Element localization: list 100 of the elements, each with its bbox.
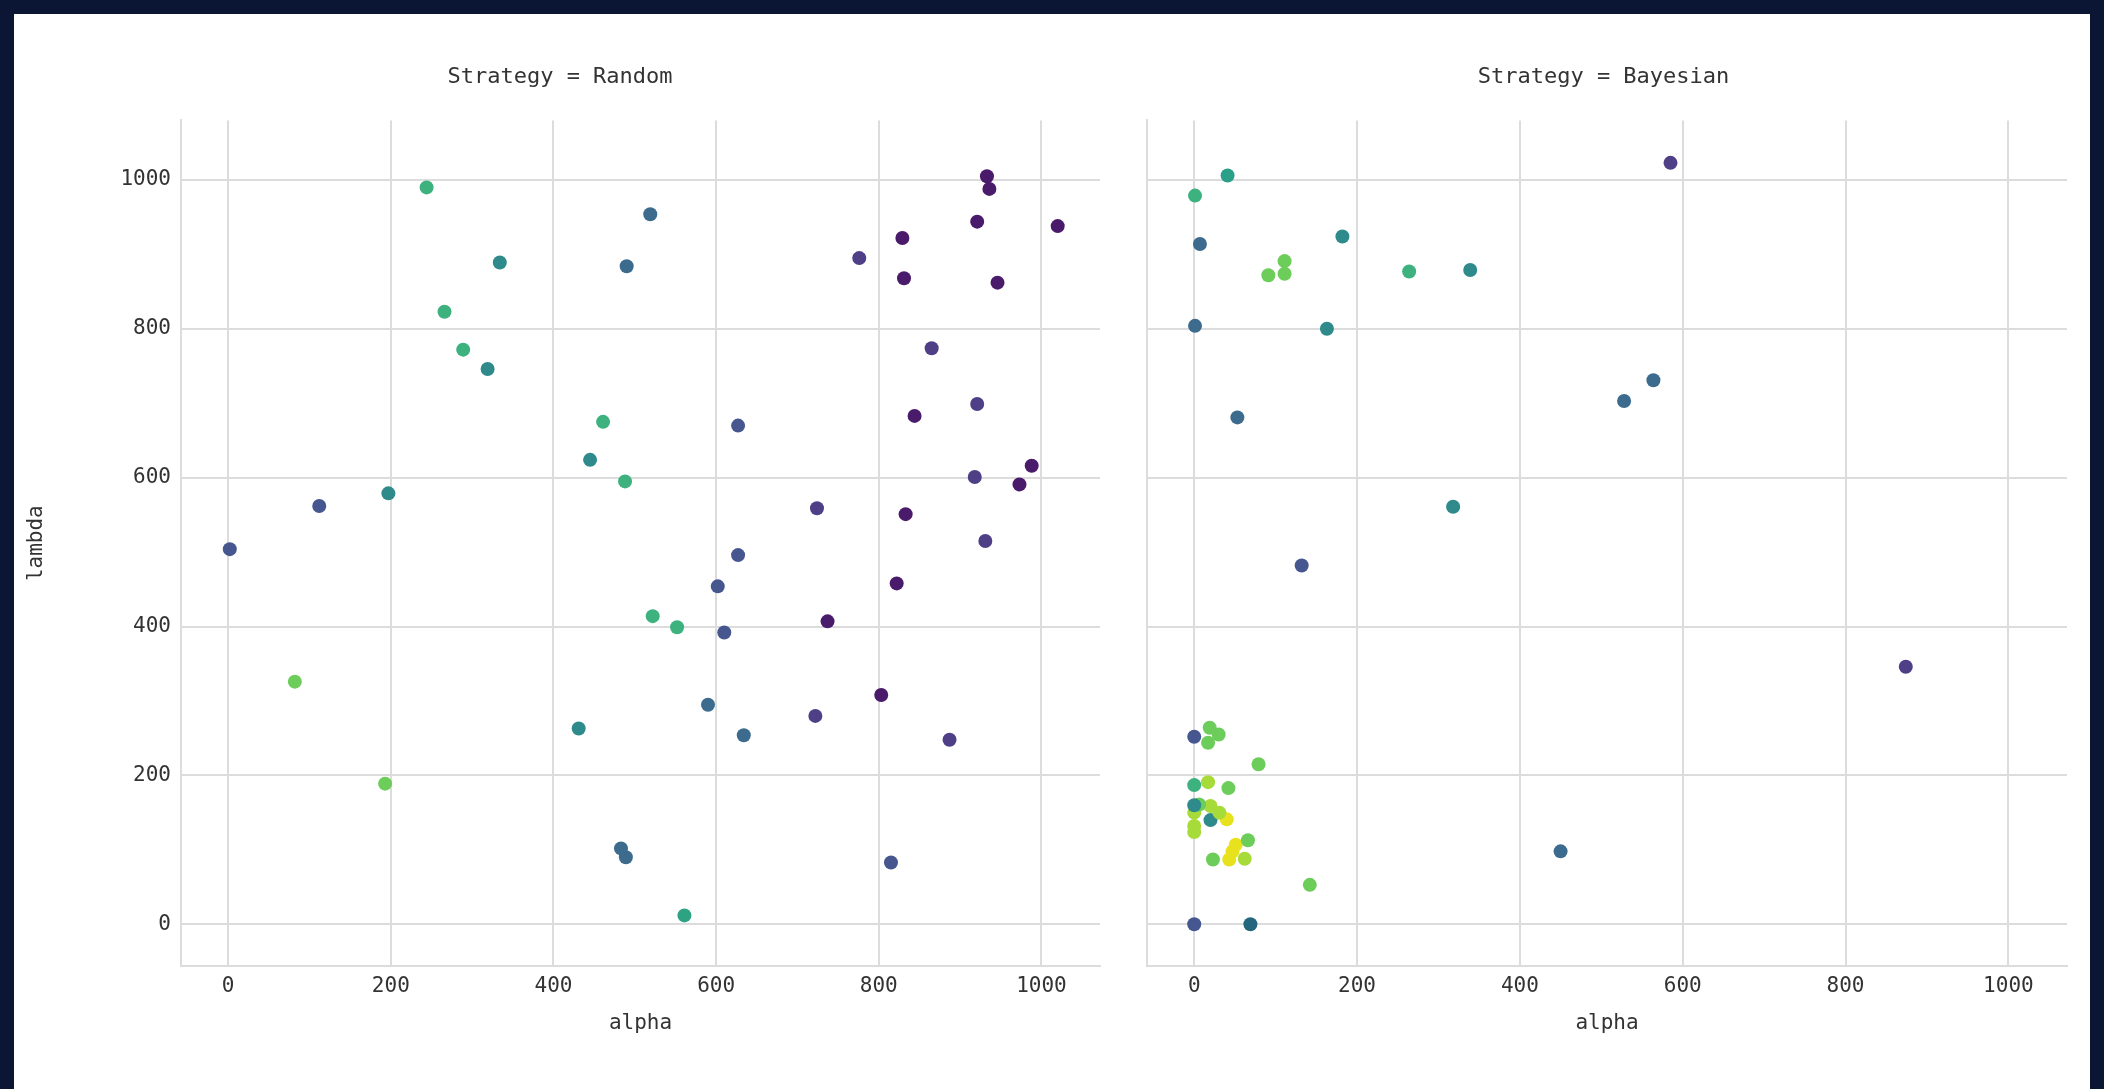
point	[1187, 778, 1202, 793]
point	[1898, 659, 1913, 674]
point	[1302, 877, 1317, 892]
x-tick-label: 600	[1663, 973, 1702, 998]
point	[1024, 458, 1039, 473]
y-tick-label: 0	[158, 910, 171, 935]
point	[583, 452, 598, 467]
point	[942, 732, 957, 747]
point	[1261, 268, 1276, 283]
y-tick-label: 400	[133, 613, 171, 638]
point	[670, 620, 685, 635]
point	[419, 180, 434, 195]
y-axis-title: lambda	[23, 505, 48, 582]
point	[643, 207, 658, 222]
x-tick-label: 1000	[1016, 973, 1067, 998]
point	[480, 362, 495, 377]
point	[1335, 229, 1350, 244]
point	[1188, 318, 1203, 333]
point	[492, 255, 507, 270]
point	[883, 855, 898, 870]
x-tick-label: 0	[1187, 973, 1201, 998]
chart-title: Strategy = Bayesian	[1477, 62, 1730, 88]
point	[970, 397, 985, 411]
point	[1201, 775, 1216, 790]
point	[978, 533, 993, 548]
point	[924, 341, 939, 356]
point	[731, 418, 746, 433]
point	[1230, 410, 1245, 425]
point	[1240, 833, 1255, 848]
x-tick-label: 800	[859, 973, 898, 998]
point	[1277, 254, 1292, 269]
y-tick-label: 600	[133, 464, 171, 489]
point	[596, 414, 611, 429]
point	[1237, 851, 1252, 866]
point	[613, 841, 628, 856]
point	[1319, 321, 1334, 336]
point	[1202, 720, 1217, 735]
x-tick-label: 200	[1338, 973, 1377, 998]
point	[222, 542, 237, 557]
point	[1203, 813, 1218, 828]
point	[1220, 168, 1235, 183]
point	[736, 728, 751, 743]
point	[619, 259, 634, 274]
point	[1050, 219, 1065, 234]
point	[907, 408, 922, 423]
point	[717, 625, 732, 640]
point	[1243, 917, 1258, 932]
y-tick-label: 1000	[120, 166, 171, 191]
point	[1192, 236, 1207, 251]
point	[1201, 735, 1216, 750]
point	[1012, 477, 1027, 492]
y-tick-label: 200	[133, 761, 171, 786]
chart-title: Strategy = Random	[447, 62, 673, 88]
point	[312, 498, 327, 513]
point	[820, 614, 835, 629]
point	[967, 469, 982, 484]
point	[1617, 394, 1632, 409]
x-tick-label: 600	[697, 973, 736, 998]
point	[1277, 266, 1292, 281]
point	[808, 708, 823, 723]
point	[618, 474, 633, 489]
point	[1646, 373, 1661, 388]
x-tick-label: 400	[534, 973, 573, 998]
point	[1188, 188, 1203, 203]
x-tick-label: 1000	[1983, 973, 2034, 998]
point	[809, 501, 824, 516]
point	[970, 214, 985, 229]
point	[710, 579, 725, 594]
x-tick-label: 0	[221, 973, 235, 998]
x-tick-label: 400	[1500, 973, 1539, 998]
point	[677, 908, 692, 923]
point	[1446, 499, 1461, 514]
point	[456, 342, 471, 357]
point	[1205, 852, 1220, 867]
point	[897, 271, 911, 286]
point	[378, 776, 393, 791]
point	[1402, 264, 1417, 279]
point	[889, 576, 904, 591]
point	[287, 674, 302, 689]
x-axis-title: alpha	[608, 1009, 673, 1034]
point	[1251, 757, 1266, 772]
point	[1294, 558, 1309, 573]
point	[1463, 263, 1478, 278]
point	[895, 231, 910, 246]
y-tick-label: 800	[133, 315, 171, 340]
x-tick-label: 800	[1826, 973, 1865, 998]
point	[645, 609, 660, 624]
point	[898, 507, 913, 522]
point	[1663, 155, 1678, 170]
point	[701, 697, 715, 712]
point	[1187, 917, 1202, 932]
x-axis-title: alpha	[1575, 1009, 1639, 1034]
point	[979, 169, 994, 184]
point	[571, 721, 586, 736]
point	[990, 275, 1005, 290]
point	[1228, 837, 1243, 852]
point	[381, 486, 396, 501]
point	[1221, 781, 1236, 796]
point	[1553, 844, 1568, 859]
point	[1187, 798, 1202, 813]
